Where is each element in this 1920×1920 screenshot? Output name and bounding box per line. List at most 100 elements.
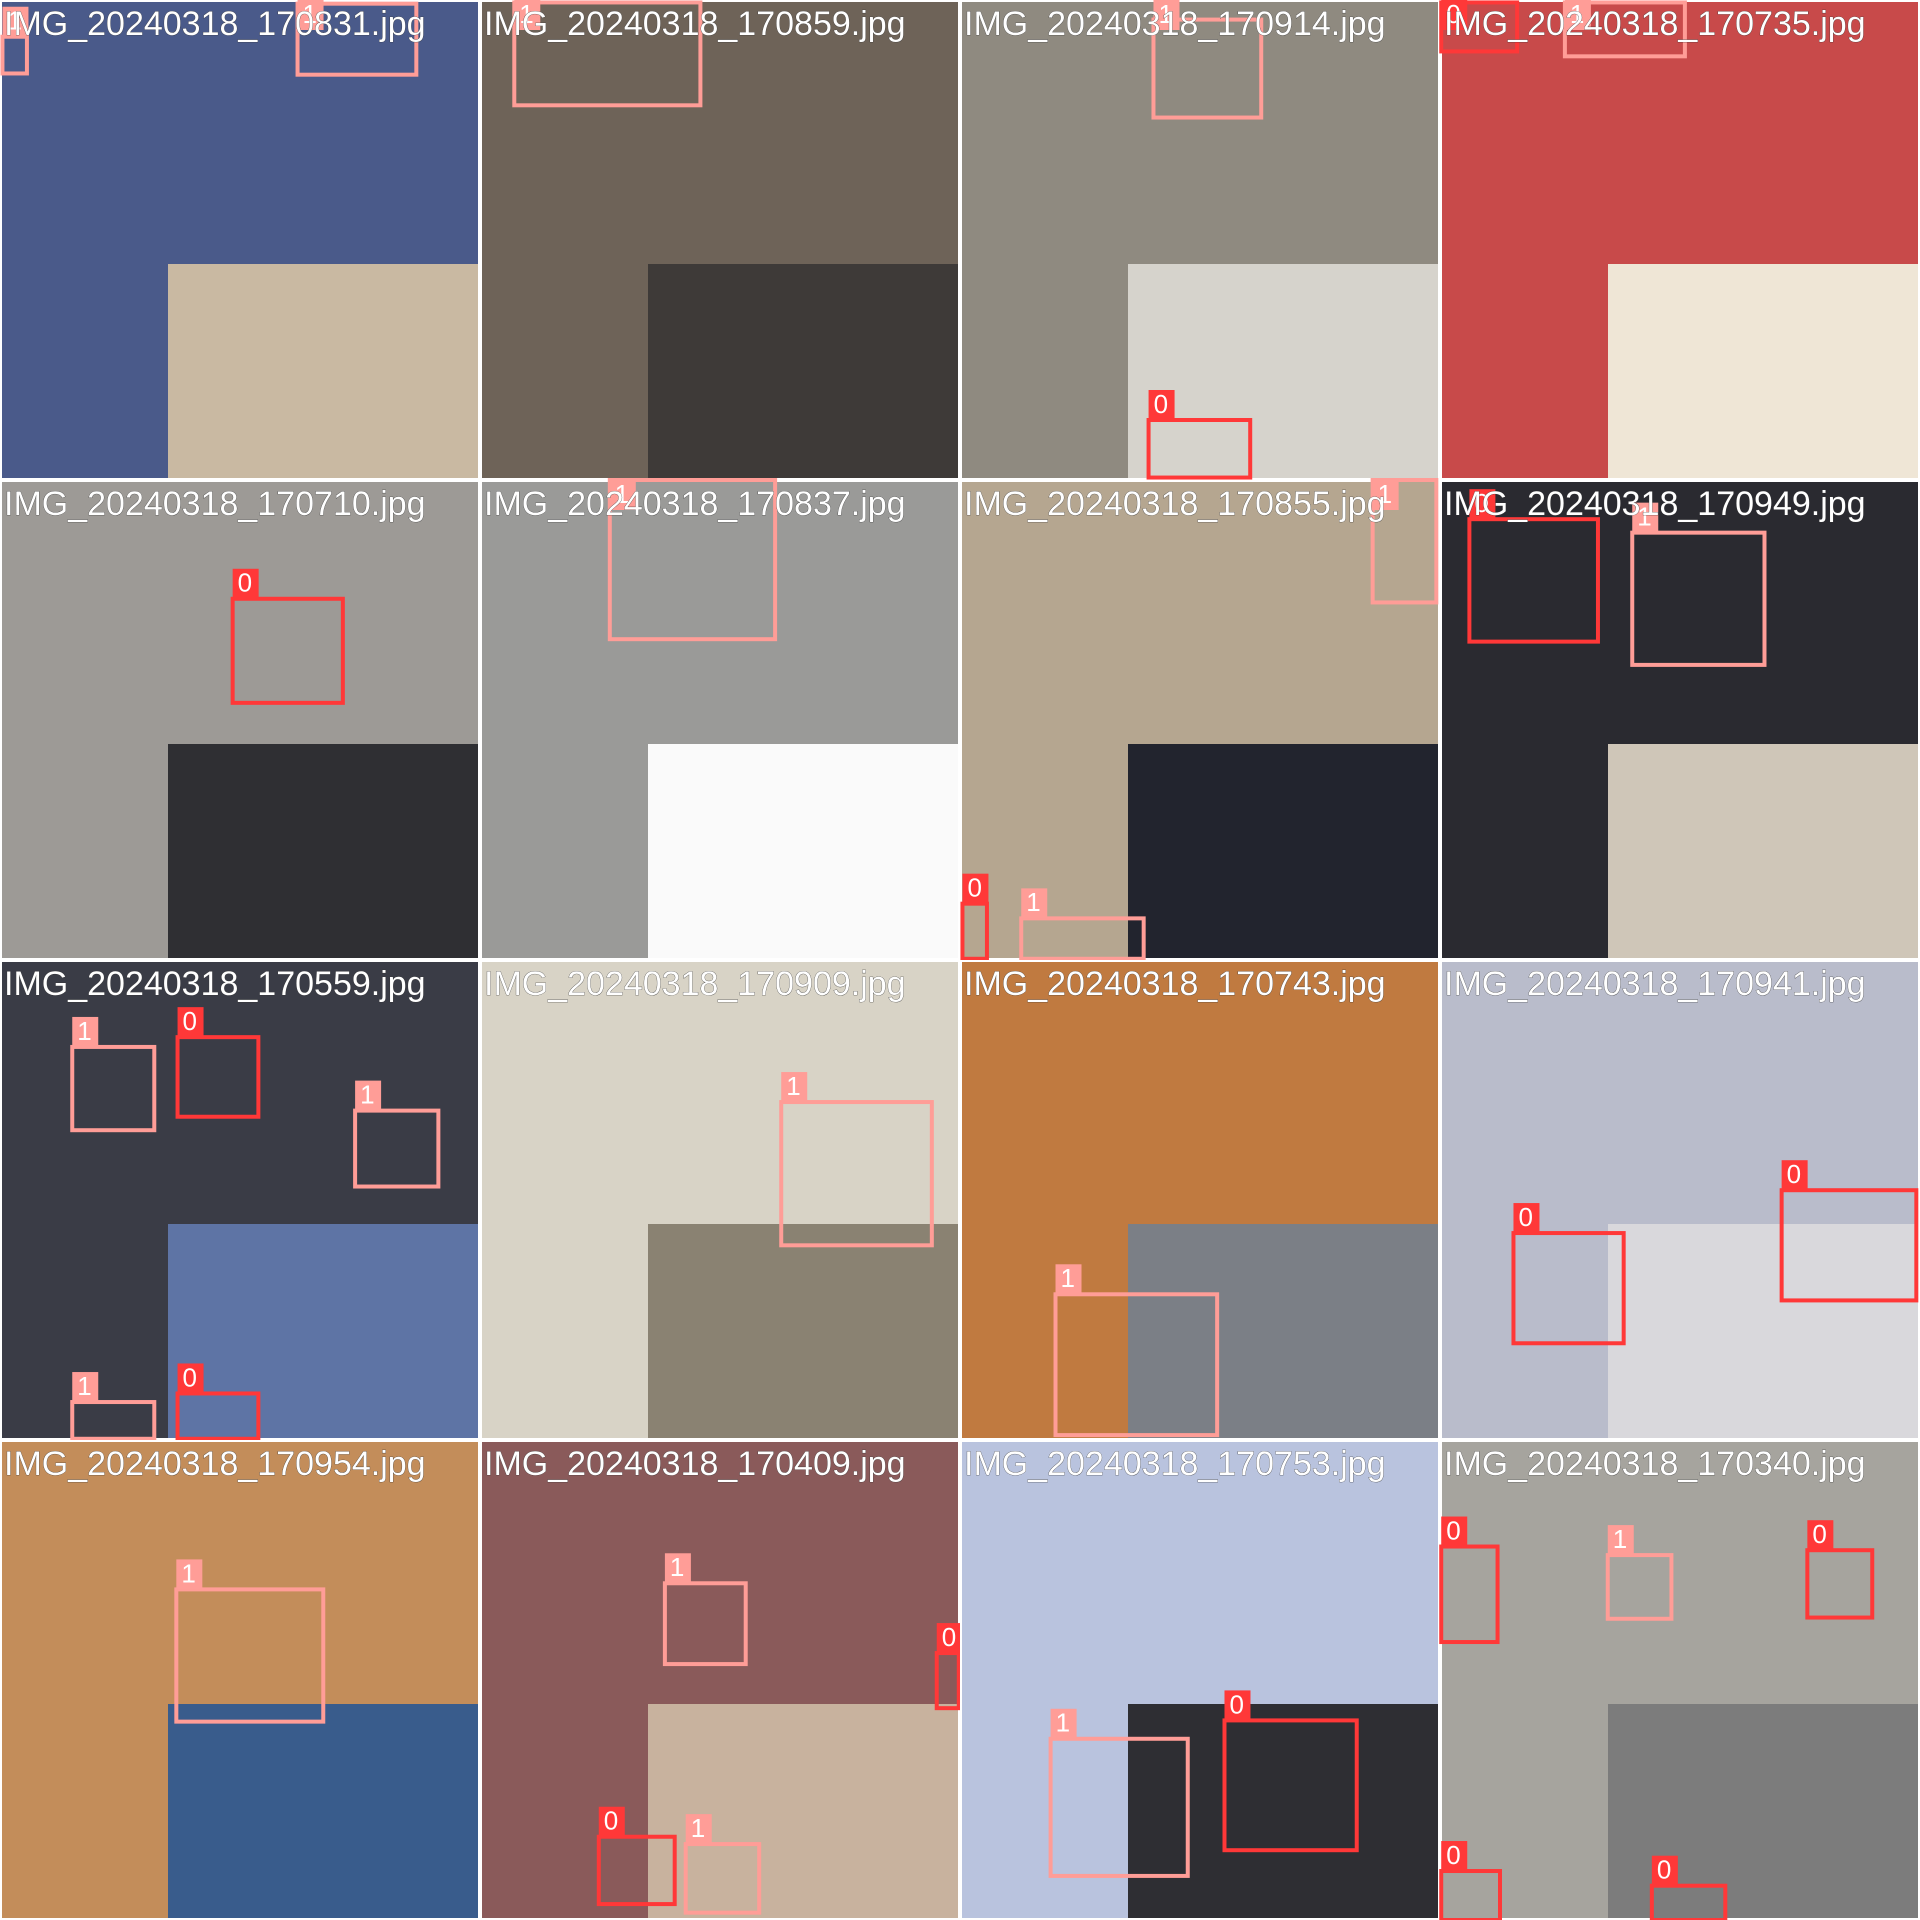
class-tag: 1 xyxy=(1158,0,1172,29)
class-tag-bg xyxy=(1021,888,1048,919)
class-tag: 1 xyxy=(519,0,533,29)
class-tag: 0 xyxy=(1812,1519,1826,1549)
class-tag: 0 xyxy=(1474,488,1488,518)
filename: IMG_20240318_170941.jpg xyxy=(1444,965,1866,1003)
class-tag-bg xyxy=(962,873,989,904)
bounding-box xyxy=(596,1834,677,1907)
class-tag-bg xyxy=(1441,1841,1468,1872)
tile-photo-part xyxy=(1608,264,1920,480)
tile-border xyxy=(1440,480,1920,960)
filename: IMG_20240318_170855.jpg xyxy=(964,485,1386,523)
class-tag: 0 xyxy=(1518,1202,1532,1232)
class-tag-bg xyxy=(1441,1516,1468,1547)
class-tag-bg xyxy=(2,6,29,37)
class-tag: 1 xyxy=(1026,887,1040,917)
class-tag-bg xyxy=(1050,1708,1077,1739)
class-tag-bg xyxy=(177,1007,204,1038)
tile-border xyxy=(0,1440,480,1920)
filename: IMG_20240318_170859.jpg xyxy=(484,5,906,43)
class-tag: 0 xyxy=(604,1806,618,1836)
class-tag: 0 xyxy=(1787,1159,1801,1189)
filename: IMG_20240318_170710.jpg xyxy=(4,485,426,523)
bounding-box xyxy=(662,1581,748,1667)
class-tag-bg xyxy=(609,480,636,510)
tile-photo-part xyxy=(1128,264,1440,480)
filename: IMG_20240318_170837.jpg xyxy=(484,485,906,523)
class-tag-bg xyxy=(1148,390,1175,420)
tile-photo-part xyxy=(648,1224,960,1440)
class-tag-bg xyxy=(176,1559,203,1590)
class-tag: 0 xyxy=(238,568,252,598)
bounding-box xyxy=(1511,1231,1626,1346)
class-tag-bg xyxy=(1651,1855,1678,1886)
filename: IMG_20240318_170949.jpg xyxy=(1444,485,1866,523)
class-tag: 0 xyxy=(967,873,981,903)
class-tag: 1 xyxy=(77,1371,91,1401)
class-tag: 0 xyxy=(1657,1855,1671,1885)
class-tag-bg xyxy=(1055,1264,1082,1295)
class-tag: 1 xyxy=(1613,1524,1627,1554)
class-tag: 1 xyxy=(1570,0,1584,29)
class-tag: 1 xyxy=(1637,502,1651,532)
class-tag-bg xyxy=(664,1553,691,1584)
bounding-box xyxy=(230,596,345,705)
class-tag: 0 xyxy=(1154,389,1168,419)
tile-border xyxy=(0,0,480,480)
class-tag-bg xyxy=(514,0,541,30)
class-tag: 1 xyxy=(1056,1708,1070,1738)
class-tag: 1 xyxy=(1378,479,1392,509)
tile-border xyxy=(960,960,1440,1440)
tile-photo-part xyxy=(168,264,480,480)
tile-border xyxy=(1440,960,1920,1440)
filename: IMG_20240318_170409.jpg xyxy=(484,1445,906,1483)
bounding-box xyxy=(353,1108,441,1189)
tile-photo-part xyxy=(168,1704,480,1920)
class-tag-bg xyxy=(1807,1520,1834,1551)
class-tag-bg xyxy=(1372,480,1399,510)
bounding-box xyxy=(175,1391,261,1441)
class-tag-bg xyxy=(1153,0,1180,30)
class-tag: 1 xyxy=(1061,1263,1075,1293)
class-tag-bg xyxy=(1564,0,1591,30)
bounding-box xyxy=(174,1587,326,1724)
tile-photo-part xyxy=(1128,1224,1440,1440)
bounding-box xyxy=(1370,478,1439,605)
class-tag: 0 xyxy=(942,1622,956,1652)
bounding-box xyxy=(607,478,778,642)
class-tag-bg xyxy=(685,1814,712,1845)
filename: IMG_20240318_170559.jpg xyxy=(4,965,426,1003)
tile-photo-part xyxy=(168,744,480,960)
tile-photo-part xyxy=(168,1224,480,1440)
bounding-box xyxy=(1605,1553,1674,1621)
bounding-box xyxy=(1019,916,1146,961)
class-tag: 0 xyxy=(1229,1689,1243,1719)
class-tag: 1 xyxy=(670,1552,684,1582)
class-tag-bg xyxy=(232,568,259,599)
bounding-box xyxy=(1467,517,1600,644)
class-tag-bg xyxy=(1224,1690,1251,1721)
class-tag: 1 xyxy=(7,6,21,36)
tile-photo-part xyxy=(1128,1704,1440,1920)
class-tag-bg xyxy=(598,1806,625,1837)
class-tag-bg xyxy=(1632,502,1659,533)
class-tag-bg xyxy=(781,1072,808,1103)
class-tag-bg xyxy=(1607,1525,1634,1556)
bounding-box xyxy=(683,1842,762,1915)
class-tag: 1 xyxy=(77,1016,91,1046)
class-tag-bg xyxy=(297,0,324,30)
bounding-box xyxy=(70,1400,157,1441)
bounding-box xyxy=(1146,418,1253,480)
bounding-box xyxy=(779,1100,934,1248)
bounding-box xyxy=(295,1,419,77)
tile-border xyxy=(480,960,960,1440)
tile-photo-part xyxy=(648,1704,960,1920)
bounding-box xyxy=(1053,1292,1220,1438)
class-tag: 0 xyxy=(1446,0,1460,29)
bounding-box xyxy=(1805,1548,1875,1620)
filename: IMG_20240318_170831.jpg xyxy=(4,5,426,43)
tile-photo-part xyxy=(648,744,960,960)
class-tag-bg xyxy=(177,1363,204,1394)
class-tag: 1 xyxy=(360,1079,374,1109)
class-tag-bg xyxy=(1469,489,1496,520)
tile-border xyxy=(960,480,1440,960)
